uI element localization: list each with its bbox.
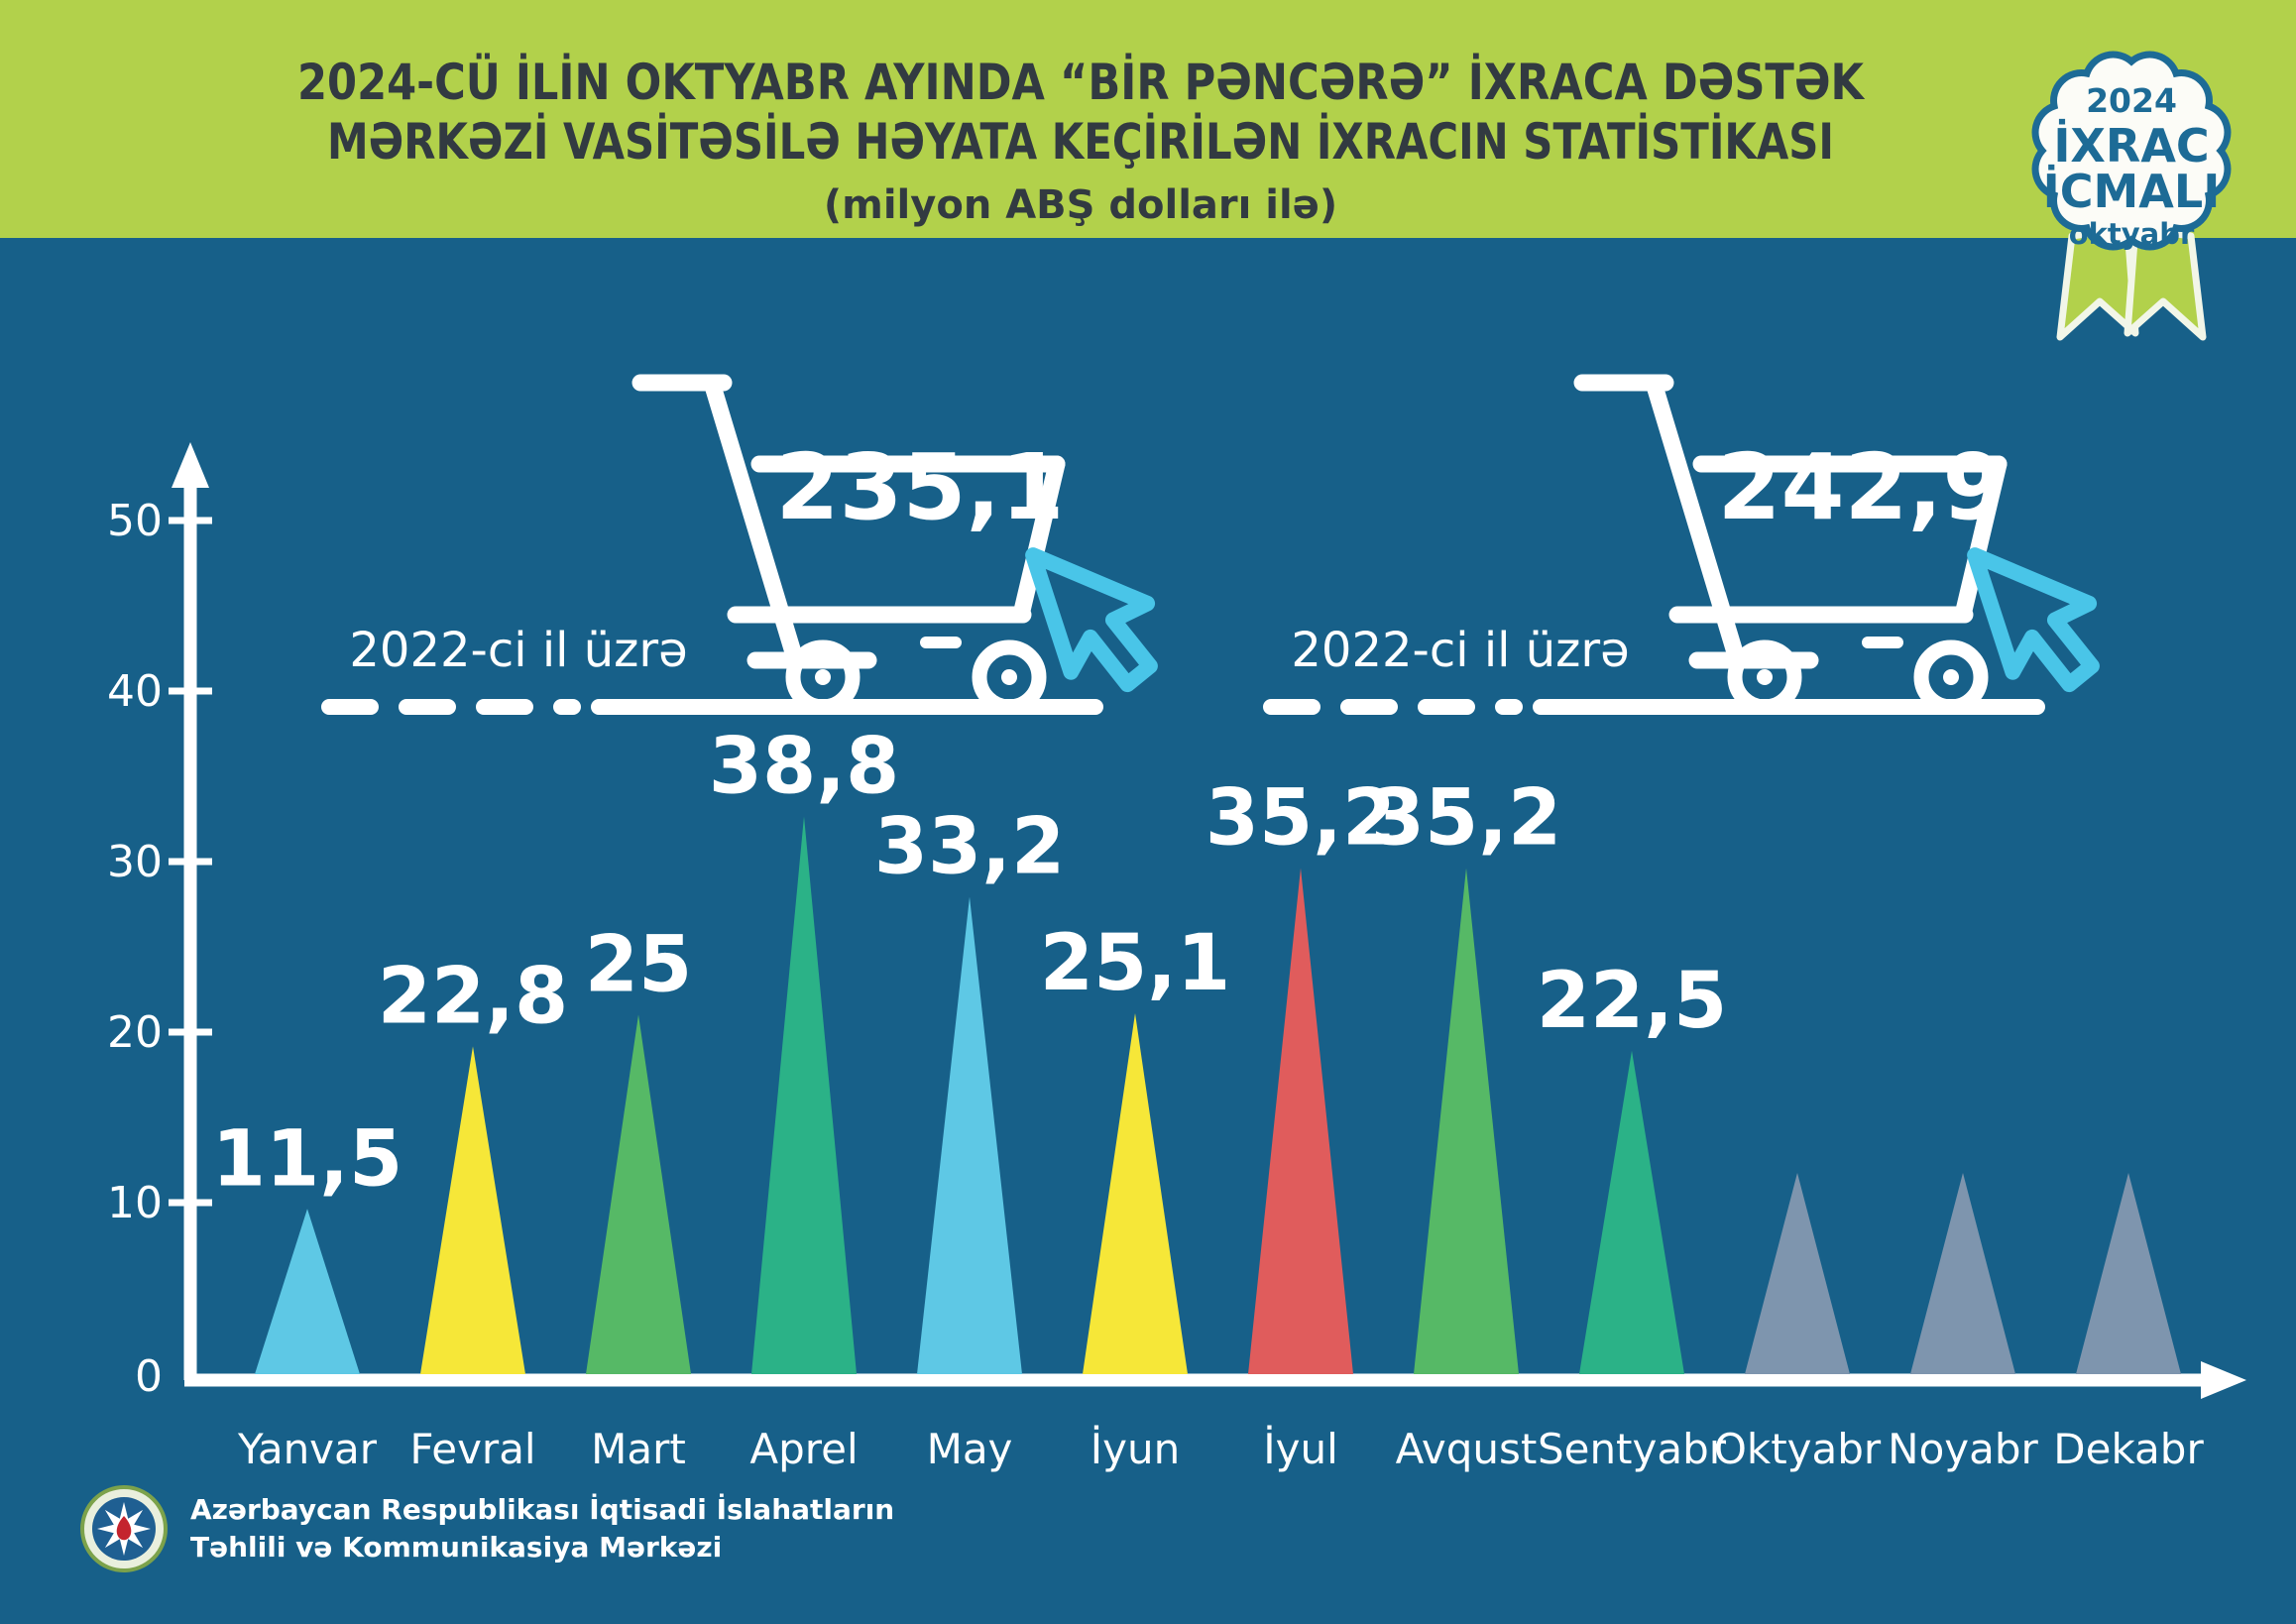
y-ticks: 0 10 20 30 40 50 (107, 496, 212, 1402)
y-tick-label-10: 10 (107, 1178, 163, 1228)
badge-month: oktyabr (2069, 217, 2195, 251)
footer: Azərbaycan Respublikası İqtisadi İslahat… (80, 1485, 894, 1572)
value-label-i̇yul: 35,2 (1205, 774, 1396, 864)
x-axis-arrow-icon (2201, 1361, 2246, 1399)
month-label-yanvar: Yanvar (237, 1425, 378, 1473)
reference-label-left: 2022-ci il üzrə (349, 623, 687, 678)
value-label-i̇yun: 25,1 (1040, 919, 1230, 1008)
month-axis-labels: Yanvar Fevral Mart Aprel May İyun İyul Avqust Se… (237, 1424, 2204, 1473)
month-triangles (255, 816, 2181, 1374)
month-label-may: May (927, 1425, 1013, 1473)
month-label-mart: Mart (591, 1425, 686, 1473)
reference-line-left: 2022-ci il üzrə (321, 623, 1103, 715)
value-label-fevral: 22,8 (378, 952, 568, 1041)
page-title-units: (milyon ABŞ dolları ilə) (824, 182, 1337, 228)
cart-value-left: 235,1 (775, 434, 1064, 540)
triangle-avqust (1414, 868, 1519, 1374)
page-title-line2: MƏRKƏZİ VASİTƏSİLƏ HƏYATA KEÇİRİLƏN İXRA… (327, 113, 1834, 171)
value-label-mart: 25 (585, 921, 693, 1010)
triangle-sentyabr (1579, 1050, 1684, 1374)
org-name-line1: Azərbaycan Respublikası İqtisadi İslahat… (190, 1492, 894, 1526)
badge-word1: İXRAC (2053, 119, 2209, 173)
value-label-aprel: 38,8 (709, 722, 899, 811)
y-tick-label-30: 30 (107, 837, 163, 887)
month-label-avqust: Avqust (1396, 1425, 1538, 1473)
shopping-cart-left: 235,1 (640, 383, 1169, 707)
month-label-aprel: Aprel (749, 1425, 858, 1473)
month-label-sentyabr: Sentyabr (1538, 1425, 1727, 1473)
badge-seal: 2024 İXRAC İCMALI oktyabr (2031, 51, 2232, 251)
triangle-dekabr (2076, 1173, 2181, 1374)
org-name-line2: Təhlili və Kommunikasiya Mərkəzi (190, 1531, 722, 1564)
badge-ribbons (2056, 224, 2207, 341)
badge-year: 2024 (2086, 81, 2177, 120)
month-label-dekabr: Dekabr (2053, 1425, 2204, 1473)
triangle-aprel (751, 816, 857, 1374)
reference-label-right: 2022-ci il üzrə (1291, 623, 1629, 678)
triangle-mart (586, 1014, 691, 1374)
triangle-i̇yun (1083, 1013, 1188, 1374)
triangle-value-labels: 11,5 22,8 25 38,833,2 25,1 35,235,2 22,5 (212, 722, 1727, 1204)
badge-seal-outline (2031, 51, 2232, 251)
triangle-yanvar (255, 1209, 360, 1374)
y-tick-label-0: 0 (135, 1351, 163, 1402)
value-label-may: 33,2 (874, 803, 1065, 892)
cart-value-right: 242,9 (1717, 434, 2006, 540)
value-label-sentyabr: 22,5 (1537, 957, 1727, 1046)
y-tick-label-50: 50 (107, 496, 163, 546)
triangle-fevral (420, 1046, 525, 1374)
month-label-oktyabr: Oktyabr (1714, 1425, 1882, 1473)
month-label-i̇yun: İyun (1091, 1424, 1180, 1473)
month-label-i̇yul: İyul (1263, 1424, 1338, 1473)
triangle-noyabr (1910, 1173, 2015, 1374)
y-axis: 0 10 20 30 40 50 (107, 442, 212, 1402)
value-label-yanvar: 11,5 (212, 1114, 402, 1204)
triangle-oktyabr (1745, 1173, 1850, 1374)
org-logo (80, 1485, 168, 1572)
y-axis-arrow-icon (172, 442, 209, 488)
page-title-line1: 2024-CÜ İLİN OKTYABR AYINDA “BİR PƏNCƏRƏ… (297, 53, 1866, 111)
month-label-noyabr: Noyabr (1888, 1425, 2038, 1473)
badge-word2: İCMALI (2043, 165, 2221, 218)
month-label-fevral: Fevral (409, 1425, 535, 1473)
shopping-cart-right: 242,9 (1582, 383, 2111, 707)
x-axis (184, 1361, 2246, 1399)
logo-flame-icon (116, 1516, 132, 1541)
y-tick-label-20: 20 (107, 1007, 163, 1058)
header-band (0, 0, 2296, 238)
y-tick-label-40: 40 (107, 666, 163, 717)
triangle-i̇yul (1248, 868, 1353, 1374)
value-label-avqust: 35,2 (1371, 774, 1561, 864)
triangle-may (917, 896, 1022, 1374)
